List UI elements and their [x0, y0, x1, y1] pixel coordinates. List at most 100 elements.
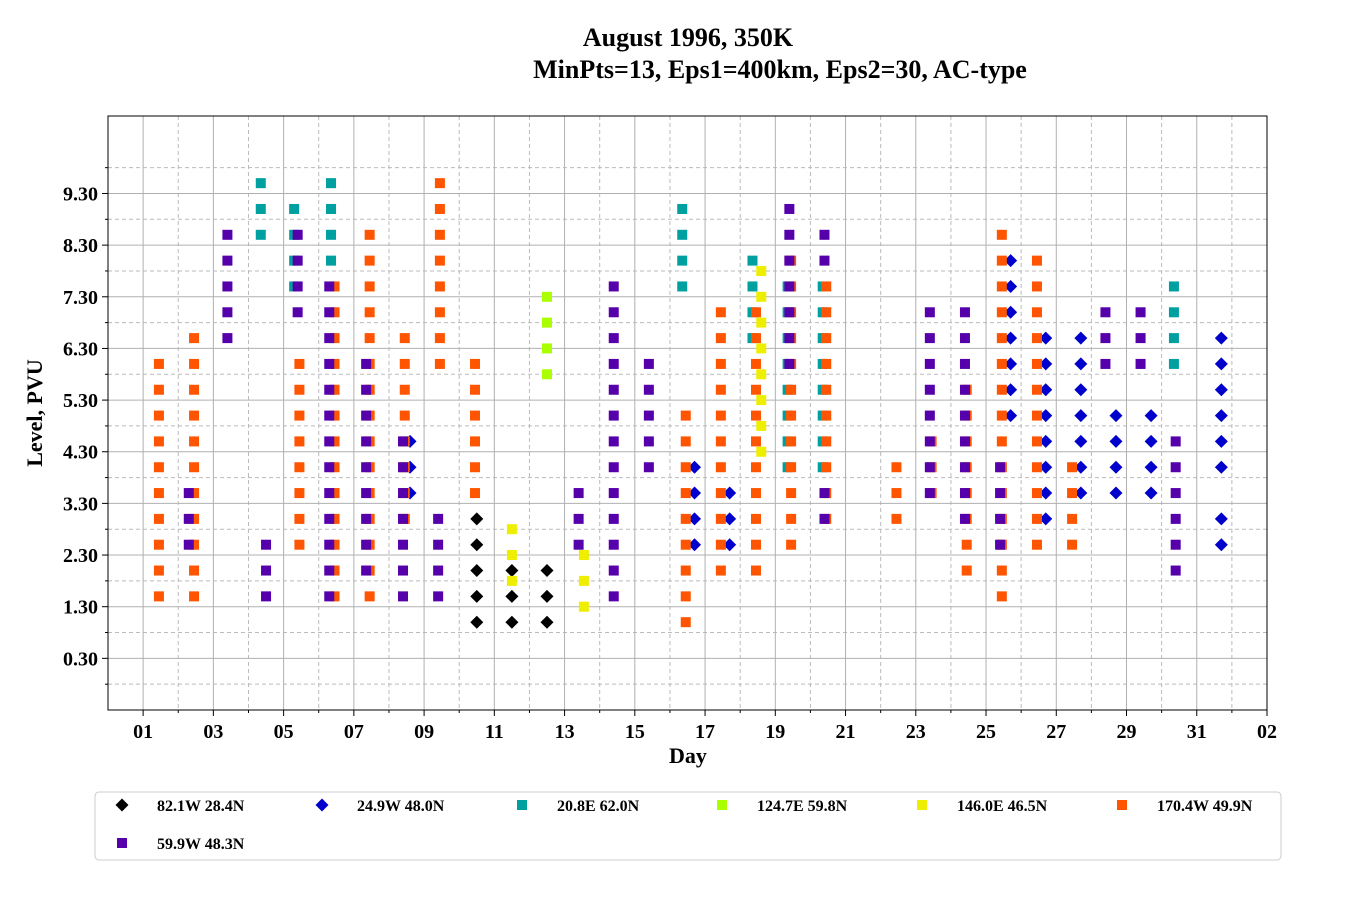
- data-point: [505, 589, 519, 603]
- data-point: [715, 462, 726, 473]
- x-tick-label: 03: [203, 721, 223, 743]
- data-point: [891, 488, 902, 499]
- x-tick-label: 15: [625, 721, 645, 743]
- data-point: [959, 333, 970, 344]
- data-point: [1100, 358, 1111, 369]
- data-point: [961, 565, 972, 576]
- data-point: [326, 203, 337, 214]
- data-point: [608, 358, 619, 369]
- data-point: [398, 462, 409, 473]
- data-point: [784, 333, 795, 344]
- data-point: [470, 538, 484, 552]
- data-point: [1170, 565, 1181, 576]
- data-point: [996, 333, 1007, 344]
- data-point: [996, 358, 1007, 369]
- data-point: [542, 291, 553, 302]
- data-point: [1214, 434, 1228, 448]
- data-point: [433, 539, 444, 550]
- data-point: [153, 513, 164, 524]
- data-point: [959, 384, 970, 395]
- legend-label: 20.8E 62.0N: [557, 798, 640, 815]
- data-point: [361, 384, 372, 395]
- legend-marker: [315, 798, 329, 812]
- data-point: [819, 255, 830, 266]
- legend: 82.1W 28.4N 24.9W 48.0N 20.8E 62.0N 124.7E …: [115, 798, 1253, 853]
- data-point: [750, 565, 761, 576]
- data-point: [292, 307, 303, 318]
- data-point: [189, 488, 200, 499]
- data-point: [294, 513, 305, 524]
- data-point: [255, 229, 266, 240]
- data-point: [1031, 462, 1042, 473]
- data-point: [361, 539, 372, 550]
- data-point: [470, 589, 484, 603]
- data-point: [324, 513, 335, 524]
- data-point: [747, 255, 758, 266]
- data-point: [222, 333, 233, 344]
- data-point: [1214, 383, 1228, 397]
- data-point: [1168, 333, 1179, 344]
- data-point: [1039, 486, 1053, 500]
- data-point: [222, 281, 233, 292]
- data-point: [1039, 460, 1053, 474]
- legend-marker: [717, 800, 727, 810]
- data-point: [261, 565, 272, 576]
- data-point: [819, 229, 830, 240]
- data-point: [153, 591, 164, 602]
- data-point: [680, 513, 691, 524]
- data-point: [361, 513, 372, 524]
- data-point: [643, 410, 654, 421]
- data-point: [688, 486, 702, 500]
- chart-title-line2: MinPts=13, Eps1=400km, Eps2=30, AC-type: [533, 55, 1027, 84]
- data-point: [891, 513, 902, 524]
- data-point: [756, 369, 767, 380]
- data-point: [959, 307, 970, 318]
- data-point: [153, 410, 164, 421]
- x-tick-label: 27: [1046, 721, 1066, 743]
- data-point: [784, 255, 795, 266]
- data-point: [329, 333, 340, 344]
- data-point: [996, 565, 1007, 576]
- data-point: [364, 333, 375, 344]
- data-point: [996, 281, 1007, 292]
- data-point: [784, 203, 795, 214]
- data-point: [361, 488, 372, 499]
- data-point: [1170, 488, 1181, 499]
- data-point: [1031, 513, 1042, 524]
- y-tick-label: 6.30: [63, 338, 98, 360]
- data-point: [1144, 409, 1158, 423]
- data-point: [364, 591, 375, 602]
- data-point: [540, 615, 554, 629]
- x-tick-label: 23: [906, 721, 926, 743]
- data-point: [1074, 383, 1088, 397]
- data-point: [1214, 460, 1228, 474]
- data-point: [329, 358, 340, 369]
- data-point: [995, 513, 1006, 524]
- data-point: [680, 462, 691, 473]
- data-point: [329, 281, 340, 292]
- legend-marker: [517, 800, 527, 810]
- y-tick-label: 8.30: [63, 235, 98, 257]
- data-point: [750, 384, 761, 395]
- data-point: [433, 513, 444, 524]
- x-tick-label: 13: [555, 721, 575, 743]
- data-point: [222, 229, 233, 240]
- data-point: [608, 513, 619, 524]
- x-tick-label: 29: [1117, 721, 1137, 743]
- data-point: [1170, 539, 1181, 550]
- data-point: [715, 333, 726, 344]
- x-tick-label: 02: [1257, 721, 1277, 743]
- data-point: [1214, 409, 1228, 423]
- data-point: [470, 615, 484, 629]
- x-tick-label: 25: [976, 721, 996, 743]
- data-point: [189, 384, 200, 395]
- data-point: [398, 436, 409, 447]
- data-point: [959, 462, 970, 473]
- data-point: [750, 410, 761, 421]
- data-point: [996, 436, 1007, 447]
- data-point: [189, 333, 200, 344]
- data-point: [434, 178, 445, 189]
- data-point: [1004, 305, 1018, 319]
- data-point: [680, 617, 691, 628]
- data-point: [1004, 331, 1018, 345]
